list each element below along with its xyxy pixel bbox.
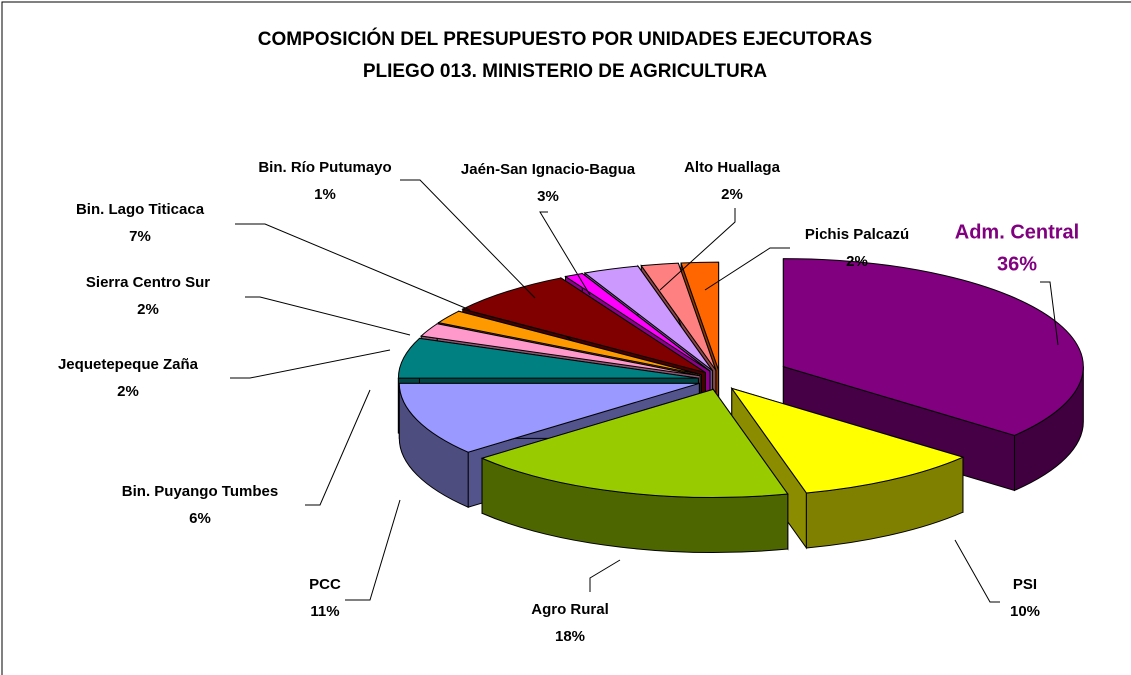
leader-line xyxy=(305,389,371,506)
slice-label: Bin. Río Putumayo xyxy=(258,159,391,176)
slice-top xyxy=(420,323,701,377)
leader-line xyxy=(245,296,411,336)
slice-value-label: 2% xyxy=(137,301,159,318)
leader-line xyxy=(539,211,591,296)
leader-line xyxy=(235,223,471,311)
slice-value-label: 7% xyxy=(129,228,151,245)
slice-value-label: 11% xyxy=(310,603,339,620)
leader-line xyxy=(230,349,391,379)
leader-line xyxy=(589,559,621,592)
slice-top xyxy=(437,310,702,376)
leader-line xyxy=(659,208,736,291)
slice-label: Sierra Centro Sur xyxy=(86,274,210,291)
slice-label: Bin. Puyango Tumbes xyxy=(122,483,278,500)
slice-top xyxy=(397,337,699,379)
slice-label: Bin. Lago Titicaca xyxy=(76,201,205,218)
slice-value-label: 10% xyxy=(1010,603,1040,620)
leader-line xyxy=(400,179,536,299)
slice-label: PSI xyxy=(1013,576,1037,593)
slice-top xyxy=(680,261,720,371)
slice-label: Adm. Central xyxy=(955,221,1079,243)
slice-value-label: 6% xyxy=(189,510,211,527)
slice-label: PCC xyxy=(309,576,341,593)
slice-value-label: 18% xyxy=(555,628,585,645)
slice-top xyxy=(564,272,711,372)
slice-label: Alto Huallaga xyxy=(684,159,781,176)
slice-value-label: 2% xyxy=(721,186,743,203)
leader-line xyxy=(954,539,1000,603)
slice-label: Jaén-San Ignacio-Bagua xyxy=(461,161,636,178)
slice-label: Agro Rural xyxy=(531,601,609,618)
slice xyxy=(480,387,789,553)
leader-line xyxy=(345,499,401,601)
leader-line xyxy=(704,247,790,291)
slice-top xyxy=(730,387,965,494)
slice-top xyxy=(398,382,700,453)
slice-label: Jequetepeque Zaña xyxy=(58,356,199,373)
slice-top xyxy=(583,265,713,372)
slice-label: Pichis Palcazú xyxy=(805,226,909,243)
slice-value-label: 36% xyxy=(997,253,1037,275)
leader-line xyxy=(1040,281,1059,346)
chart-title: COMPOSICIÓN DEL PRESUPUESTO POR UNIDADES… xyxy=(258,28,872,50)
slice-value-label: 1% xyxy=(314,186,336,203)
slice-value-label: 2% xyxy=(846,253,868,270)
slice-top xyxy=(480,388,789,498)
slice-value-label: 3% xyxy=(537,188,559,205)
chart-subtitle: PLIEGO 013. MINISTERIO DE AGRICULTURA xyxy=(363,61,768,82)
slice-value-label: 2% xyxy=(117,383,139,400)
